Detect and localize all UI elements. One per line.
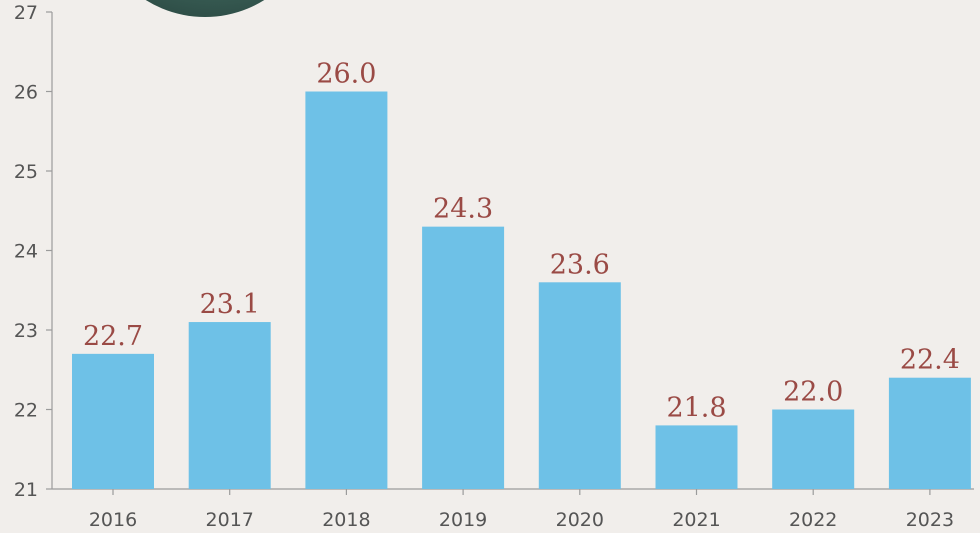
- y-tick-label: 26: [14, 82, 38, 104]
- y-axis: 21 22 23 24 25 26 27: [14, 2, 53, 501]
- data-label-2022: 22.0: [783, 377, 843, 408]
- bar-2018: [305, 91, 388, 489]
- x-axis: 2016 2017 2018 2019 2020 2021 2022 2023: [52, 488, 974, 531]
- data-label-2016: 22.7: [83, 321, 143, 352]
- x-tick-label-2020: 2020: [556, 509, 604, 531]
- bar-2023: [888, 377, 971, 489]
- decorative-photo-circle: [145, 0, 265, 17]
- data-label-2020: 23.6: [550, 249, 610, 280]
- bar-2020: [538, 282, 621, 489]
- y-tick-label: 21: [14, 479, 38, 501]
- data-label-2017: 23.1: [200, 289, 260, 320]
- bar-2016: [72, 353, 154, 489]
- bar-2017: [188, 322, 271, 489]
- data-label-2023: 22.4: [900, 345, 960, 376]
- y-tick-label: 23: [14, 320, 38, 342]
- data-label-2019: 24.3: [433, 194, 493, 225]
- x-tick-label-2019: 2019: [439, 509, 487, 531]
- y-tick-label: 22: [14, 400, 38, 422]
- data-label-2021: 21.8: [666, 392, 726, 423]
- y-tick-label: 25: [14, 161, 38, 183]
- x-tick-label-2022: 2022: [789, 509, 837, 531]
- bars: [72, 91, 971, 489]
- bar-2022: [772, 409, 855, 489]
- y-tick-label: 24: [14, 241, 38, 263]
- data-label-2018: 26.0: [316, 59, 376, 90]
- x-tick-label-2018: 2018: [322, 509, 370, 531]
- data-labels: 22.7 23.1 26.0 24.3 23.6 21.8 22.0 22.4: [83, 59, 960, 424]
- bar-2021: [655, 425, 738, 489]
- x-tick-label-2021: 2021: [672, 509, 720, 531]
- x-tick-label-2016: 2016: [89, 509, 137, 531]
- x-tick-label-2023: 2023: [906, 509, 954, 531]
- bar-2019: [422, 226, 505, 489]
- y-tick-label: 27: [14, 2, 38, 24]
- x-tick-label-2017: 2017: [206, 509, 254, 531]
